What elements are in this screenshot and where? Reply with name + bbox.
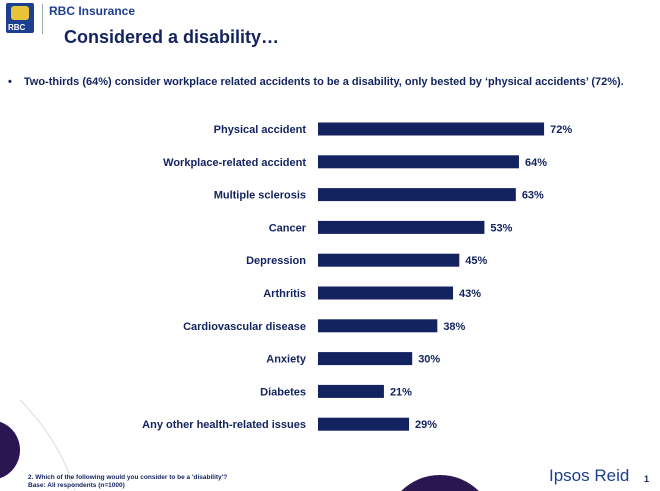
- category-label: Anxiety: [266, 354, 307, 366]
- category-label: Cancer: [269, 222, 307, 234]
- bar: [318, 286, 454, 300]
- data-label: 63%: [522, 190, 544, 202]
- data-label: 43%: [459, 288, 481, 300]
- page-number: 1: [644, 474, 650, 484]
- data-label: 64%: [525, 157, 547, 169]
- footnote: 2. Which of the following would you cons…: [28, 474, 228, 489]
- category-label: Any other health-related issues: [142, 419, 306, 431]
- category-label: Arthritis: [263, 288, 306, 300]
- data-label: 29%: [415, 419, 437, 431]
- category-label: Depression: [246, 255, 306, 267]
- category-label: Cardiovascular disease: [183, 321, 306, 333]
- bar: [318, 122, 545, 136]
- bar: [318, 188, 516, 202]
- decor-curve: [19, 399, 76, 491]
- rbc-logo: RBC: [6, 3, 34, 33]
- divider: [42, 4, 43, 34]
- bar: [318, 352, 413, 366]
- bar: [318, 253, 460, 267]
- bar: [318, 155, 519, 169]
- bar: [318, 319, 438, 333]
- data-label: 21%: [390, 386, 412, 398]
- data-label: 30%: [418, 354, 440, 366]
- decor-circle: [0, 421, 21, 479]
- category-label: Multiple sclerosis: [214, 190, 306, 202]
- data-label: 53%: [490, 222, 512, 234]
- category-label: Physical accident: [214, 124, 307, 136]
- decor-circle: [401, 474, 479, 491]
- bar: [318, 417, 410, 431]
- bar: [318, 384, 384, 398]
- data-label: 72%: [550, 124, 572, 136]
- data-label: 38%: [443, 321, 465, 333]
- summary-bullet: • Two-thirds (64%) consider workplace rel…: [8, 76, 624, 88]
- category-label: Workplace-related accident: [163, 157, 306, 169]
- page-title: Considered a disability…: [64, 27, 280, 47]
- brand-name: RBC Insurance: [49, 4, 136, 18]
- ipsos-logo: Ipsos Reid: [549, 466, 630, 485]
- category-label: Diabetes: [260, 386, 306, 398]
- bar: [318, 220, 485, 234]
- data-label: 45%: [465, 255, 487, 267]
